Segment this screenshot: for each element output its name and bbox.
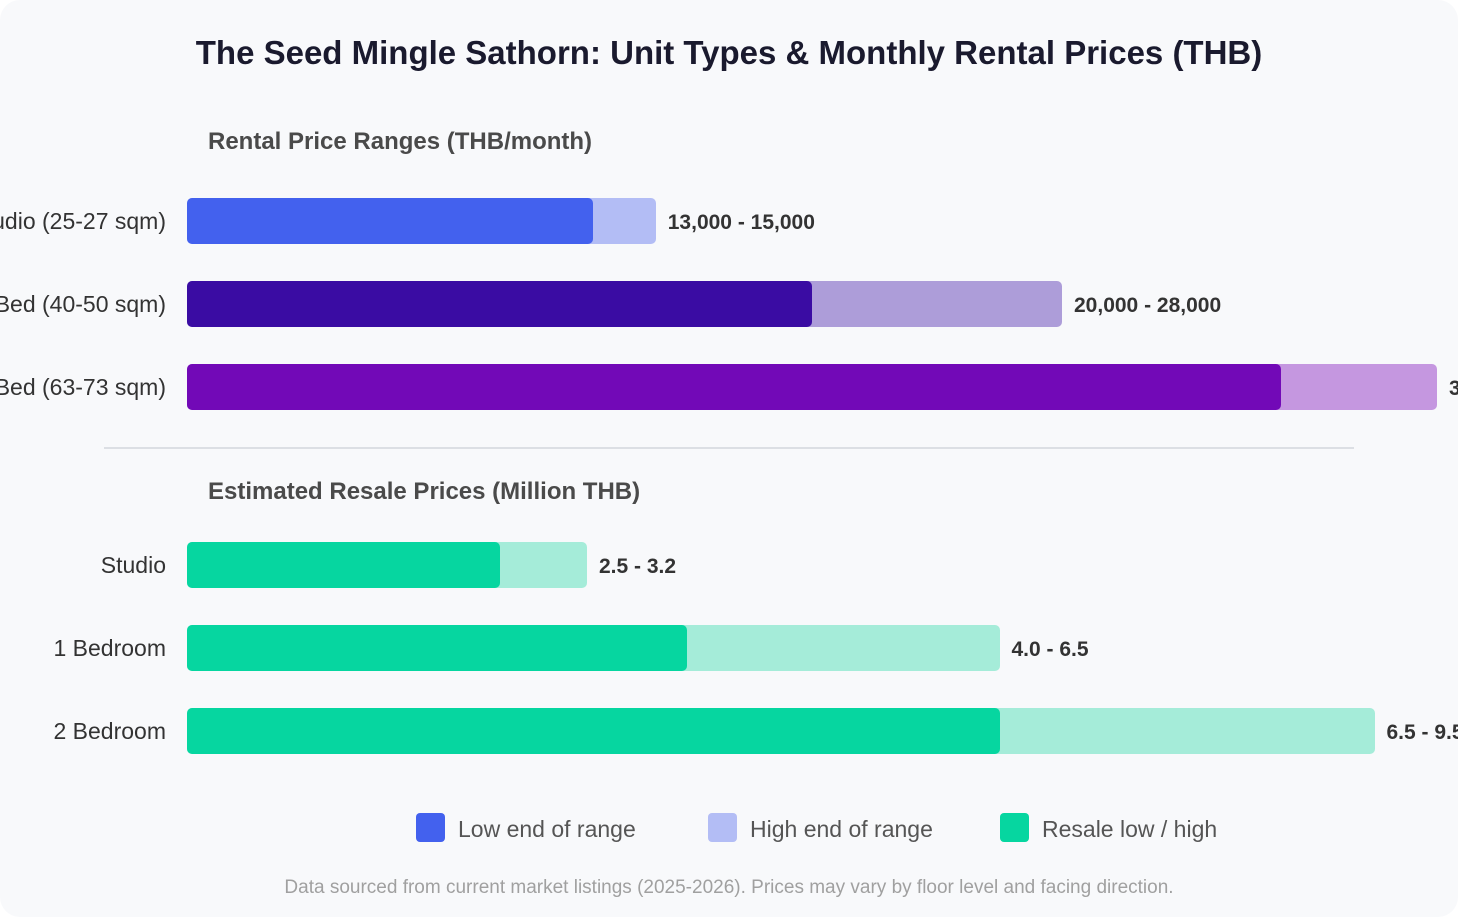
data-label: 13,000 - 15,000 — [667, 211, 815, 234]
data-label: 35,000 - 40,000 — [1449, 377, 1458, 400]
bar-low-end — [187, 281, 812, 327]
bar-low-end — [187, 708, 1000, 754]
category-label: Studio (25-27 sqm) — [0, 208, 166, 234]
category-label: Studio — [100, 552, 166, 578]
bar-low-end — [187, 542, 500, 588]
bar-low-end — [187, 625, 687, 671]
legend-swatch-high — [708, 813, 737, 842]
chart-title: The Seed Mingle Sathorn: Unit Types & Mo… — [195, 34, 1263, 71]
data-label: 6.5 - 9.5 — [1386, 721, 1458, 744]
bar-low-end — [187, 198, 594, 244]
data-label: 20,000 - 28,000 — [1074, 294, 1222, 317]
section-divider — [104, 447, 1354, 449]
legend-swatch-resale — [1000, 813, 1029, 842]
category-label: 1 Bed (40-50 sqm) — [0, 291, 166, 317]
bar-low-end — [187, 364, 1281, 410]
resale-section-title: Estimated Resale Prices (Million THB) — [208, 478, 641, 505]
legend-label-low: Low end of range — [458, 816, 636, 842]
legend-swatch-low — [416, 813, 445, 842]
rental-section-title: Rental Price Ranges (THB/month) — [208, 128, 593, 155]
legend-label-high: High end of range — [750, 816, 933, 842]
category-label: 1 Bedroom — [53, 635, 166, 661]
category-label: 2 Bedroom — [53, 718, 166, 744]
category-label: 2 Bed (63-73 sqm) — [0, 374, 166, 400]
data-label: 4.0 - 6.5 — [1011, 638, 1089, 661]
data-label: 2.5 - 3.2 — [599, 555, 677, 578]
footnote: Data sourced from current market listing… — [284, 877, 1174, 898]
legend-label-resale: Resale low / high — [1042, 816, 1218, 842]
